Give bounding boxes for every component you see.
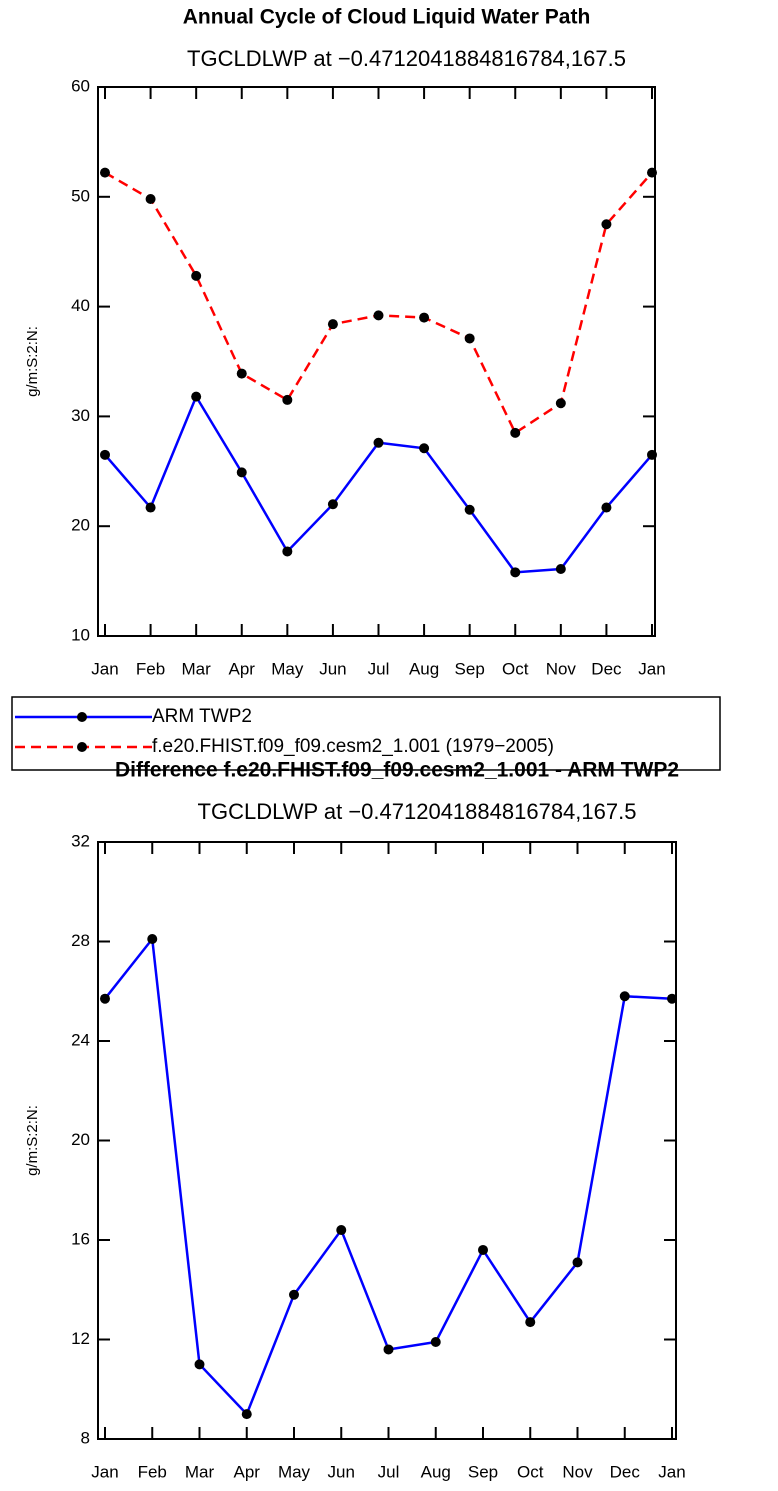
data-point — [647, 449, 657, 460]
data-point — [647, 167, 657, 178]
x-tick-label: Jan — [91, 659, 118, 678]
data-point — [464, 504, 475, 515]
y-tick-label: 20 — [71, 516, 90, 535]
data-point — [145, 502, 156, 513]
chart-title: Annual Cycle of Cloud Liquid Water Path — [183, 6, 591, 29]
chart-subtitle: TGCLDLWP at −0.4712041884816784,167.5 — [187, 46, 626, 71]
data-point — [525, 1317, 536, 1328]
x-tick-label: Oct — [517, 1462, 544, 1481]
data-point — [191, 270, 202, 281]
y-tick-label: 10 — [71, 625, 90, 644]
y-tick-label: 12 — [71, 1329, 90, 1348]
data-point — [327, 499, 338, 510]
legend-marker — [77, 712, 87, 722]
data-point — [191, 391, 202, 402]
x-tick-label: Sep — [455, 659, 485, 678]
y-tick-label: 50 — [71, 186, 90, 205]
x-tick-label: Jul — [378, 1462, 400, 1481]
x-tick-label: Jul — [368, 659, 390, 678]
plot-frame — [97, 86, 656, 637]
data-point — [282, 546, 293, 557]
data-point — [100, 449, 110, 460]
x-tick-label: Nov — [562, 1462, 593, 1481]
y-tick-label: 60 — [71, 76, 90, 95]
chart-subtitle: TGCLDLWP at −0.4712041884816784,167.5 — [198, 799, 637, 824]
data-point — [619, 991, 630, 1002]
x-tick-label: Aug — [421, 1462, 451, 1481]
data-point — [236, 467, 247, 478]
x-tick-label: Apr — [234, 1462, 261, 1481]
x-tick-label: Jun — [319, 659, 346, 678]
data-point — [601, 219, 612, 230]
data-point — [601, 502, 612, 513]
x-tick-label: May — [271, 659, 304, 678]
data-point — [555, 398, 566, 409]
y-tick-label: 32 — [71, 831, 90, 850]
data-point — [419, 443, 430, 454]
x-tick-label: Apr — [229, 659, 256, 678]
data-point — [430, 1336, 441, 1347]
data-point — [464, 333, 475, 344]
x-tick-label: Aug — [409, 659, 439, 678]
x-tick-label: Dec — [610, 1462, 641, 1481]
x-tick-label: Mar — [182, 659, 212, 678]
data-point — [555, 564, 566, 575]
series-line — [104, 171, 653, 435]
series-line — [104, 935, 673, 1417]
data-point — [478, 1244, 488, 1255]
data-point — [100, 993, 110, 1004]
data-point — [241, 1409, 252, 1420]
legend-marker — [77, 742, 87, 752]
x-tick-label: Nov — [546, 659, 577, 678]
x-tick-label: May — [278, 1462, 311, 1481]
data-point — [145, 193, 156, 204]
data-point — [147, 934, 158, 945]
series-line — [104, 393, 653, 574]
x-tick-label: Jan — [658, 1462, 685, 1481]
y-axis-label: g/m:S:2:N: — [24, 1105, 41, 1176]
data-point — [373, 437, 384, 448]
data-point — [383, 1344, 394, 1355]
x-tick-label: Dec — [591, 659, 622, 678]
data-point — [419, 312, 430, 323]
y-tick-label: 16 — [71, 1229, 90, 1248]
data-point — [100, 167, 110, 178]
data-point — [373, 310, 384, 321]
x-tick-label: Mar — [185, 1462, 215, 1481]
data-point — [510, 567, 521, 578]
plot-frame — [97, 841, 677, 1440]
y-tick-label: 28 — [71, 931, 90, 950]
x-tick-label: Oct — [502, 659, 529, 678]
chart-title: Difference f.e20.FHIST.f09_f09.cesm2_1.0… — [115, 759, 679, 782]
data-point — [667, 993, 677, 1004]
x-tick-label: Jan — [638, 659, 665, 678]
legend-label: f.e20.FHIST.f09_f09.cesm2_1.001 (1979−20… — [152, 736, 554, 757]
data-point — [572, 1257, 583, 1268]
y-tick-label: 20 — [71, 1130, 90, 1149]
x-tick-label: Sep — [468, 1462, 498, 1481]
data-point — [236, 368, 247, 379]
data-point — [336, 1225, 347, 1236]
x-tick-label: Jan — [91, 1462, 118, 1481]
data-point — [510, 427, 521, 438]
y-axis-label: g/m:S:2:N: — [24, 326, 41, 397]
y-tick-label: 8 — [81, 1428, 90, 1447]
y-tick-label: 30 — [71, 406, 90, 425]
x-tick-label: Feb — [138, 1462, 167, 1481]
legend-box — [11, 696, 721, 771]
data-point — [327, 319, 338, 330]
legend-label: ARM TWP2 — [152, 706, 252, 727]
y-tick-label: 24 — [71, 1030, 90, 1049]
y-tick-label: 40 — [71, 296, 90, 315]
x-tick-label: Feb — [136, 659, 165, 678]
data-point — [194, 1359, 205, 1370]
data-point — [282, 394, 293, 405]
data-point — [289, 1289, 299, 1300]
x-tick-label: Jun — [328, 1462, 355, 1481]
